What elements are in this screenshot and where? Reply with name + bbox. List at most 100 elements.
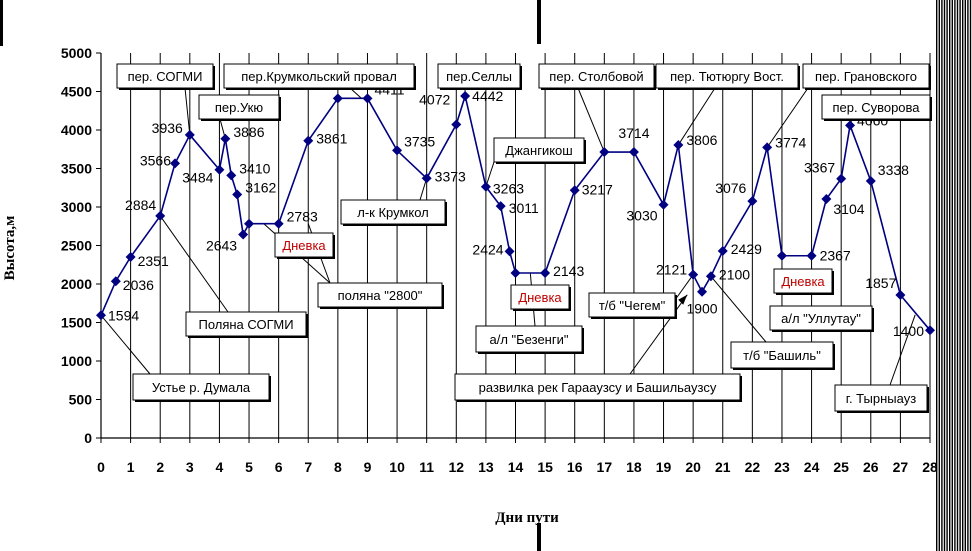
right-edge-stripes bbox=[936, 0, 972, 551]
callout-label: а/л "Безенги" bbox=[490, 332, 569, 347]
data-label: 2643 bbox=[206, 237, 237, 253]
callout-box bbox=[773, 268, 833, 294]
elevation-marker bbox=[821, 193, 832, 204]
data-label: 3217 bbox=[582, 181, 613, 197]
annotation-leader bbox=[710, 275, 767, 343]
edge-stripe bbox=[954, 0, 956, 551]
x-tick-label: 24 bbox=[804, 459, 820, 475]
annotation-callout: Дневка bbox=[510, 284, 571, 311]
callout-box bbox=[317, 282, 443, 308]
x-tick-label: 2 bbox=[156, 459, 164, 475]
data-label: 3263 bbox=[493, 181, 524, 197]
callout-box bbox=[198, 94, 280, 120]
data-label: 3735 bbox=[404, 133, 435, 149]
x-tick-label: 10 bbox=[389, 459, 405, 475]
annotation-callout: Дневка bbox=[274, 232, 335, 259]
annotation-callout: поляна "2800" bbox=[317, 282, 444, 309]
annotation-leader bbox=[674, 274, 694, 301]
x-axis-title: Дни пути bbox=[495, 510, 559, 526]
callout-label: т/б "Чегем" bbox=[599, 298, 666, 313]
annotation-callout: л-к Крумкол bbox=[340, 199, 447, 226]
y-tick-label: 1500 bbox=[61, 315, 92, 331]
callout-box bbox=[538, 63, 655, 89]
callout-box bbox=[821, 94, 931, 120]
annotation-callout: т/б "Башиль" bbox=[730, 341, 835, 370]
annotation-leader bbox=[184, 87, 191, 135]
elevation-marker bbox=[762, 142, 773, 153]
callout-label: поляна "2800" bbox=[338, 288, 423, 303]
x-tick-label: 20 bbox=[685, 459, 701, 475]
x-tick-label: 25 bbox=[833, 459, 849, 475]
annotation-callout: Поляна СОГМИ bbox=[185, 311, 308, 338]
callout-label: пер. Тютюргу Вост. bbox=[670, 69, 784, 84]
callout-box bbox=[223, 63, 415, 89]
elevation-marker bbox=[510, 267, 521, 278]
edge-stripe bbox=[941, 0, 943, 551]
data-label: 3030 bbox=[626, 208, 657, 224]
edge-stripe bbox=[936, 0, 938, 551]
edge-stripe bbox=[949, 0, 951, 551]
elevation-line bbox=[100, 92, 931, 331]
edge-stripe bbox=[964, 0, 966, 551]
data-label: 3484 bbox=[182, 170, 213, 186]
edge-stripe bbox=[956, 0, 959, 551]
annotation-leader bbox=[677, 87, 716, 146]
annotation-callout: пер.Селлы bbox=[437, 63, 522, 90]
y-tick-label: 3000 bbox=[61, 199, 92, 215]
elevation-marker bbox=[688, 269, 699, 280]
callout-label: а/л "Уллутау" bbox=[781, 311, 861, 326]
elevation-marker bbox=[504, 246, 515, 257]
callout-box bbox=[274, 232, 334, 258]
elevation-marker bbox=[184, 129, 195, 140]
data-label: 3714 bbox=[618, 125, 649, 141]
top-divider-bar bbox=[537, 0, 541, 44]
callout-box bbox=[510, 284, 570, 310]
bottom-divider-bar bbox=[537, 523, 541, 551]
elevation-marker bbox=[273, 218, 284, 229]
data-label: 2143 bbox=[553, 263, 584, 279]
elevation-marker bbox=[421, 173, 432, 184]
callout-label: пер. Грановского bbox=[815, 69, 917, 84]
elevation-marker bbox=[214, 164, 225, 175]
callout-label: пер.Укю bbox=[215, 100, 263, 115]
callout-label: Дневка bbox=[282, 238, 326, 253]
callout-box bbox=[769, 305, 873, 331]
elevation-marker bbox=[776, 250, 787, 261]
elevation-marker bbox=[658, 199, 669, 210]
y-tick-label: 2000 bbox=[61, 276, 92, 292]
x-tick-label: 19 bbox=[656, 459, 672, 475]
callout-box bbox=[655, 63, 799, 89]
elevation-marker bbox=[332, 93, 343, 104]
elevation-marker bbox=[362, 93, 373, 104]
y-tick-label: 3500 bbox=[61, 161, 92, 177]
elevation-marker bbox=[244, 218, 255, 229]
elevation-marker bbox=[460, 90, 471, 101]
elevation-marker bbox=[806, 250, 817, 261]
x-tick-label: 15 bbox=[537, 459, 553, 475]
data-label: 1900 bbox=[686, 301, 717, 317]
elevation-marker bbox=[673, 139, 684, 150]
data-labels: 1594 2036 2351 2884 3566 3936 3484 3886 3410 3162… bbox=[108, 81, 924, 339]
x-tick-label: 6 bbox=[275, 459, 283, 475]
x-tick-label: 27 bbox=[893, 459, 909, 475]
data-label: 3886 bbox=[233, 124, 264, 140]
data-label: 2884 bbox=[125, 197, 156, 213]
x-tick-label: 3 bbox=[186, 459, 194, 475]
callout-label: л-к Крумкол bbox=[357, 205, 429, 220]
data-label: 3861 bbox=[316, 131, 347, 147]
x-tick-label: 0 bbox=[97, 459, 105, 475]
callout-label: г. Тырныауз bbox=[846, 391, 916, 406]
y-tick-label: 4000 bbox=[61, 122, 92, 138]
y-axis-title: Высота,м bbox=[2, 216, 18, 281]
data-label: 3806 bbox=[686, 132, 717, 148]
edge-stripe bbox=[967, 0, 969, 551]
callout-box bbox=[475, 325, 583, 353]
data-label: 3338 bbox=[878, 162, 909, 178]
data-label: 2367 bbox=[820, 248, 851, 264]
elevation-marker bbox=[705, 271, 716, 282]
callout-label: пер. Столбовой bbox=[549, 69, 643, 84]
x-tick-label: 21 bbox=[715, 459, 731, 475]
y-tick-labels: 0 500 1000 1500 2000 2500 3000 3500 4000 4500 5000 bbox=[61, 45, 101, 446]
